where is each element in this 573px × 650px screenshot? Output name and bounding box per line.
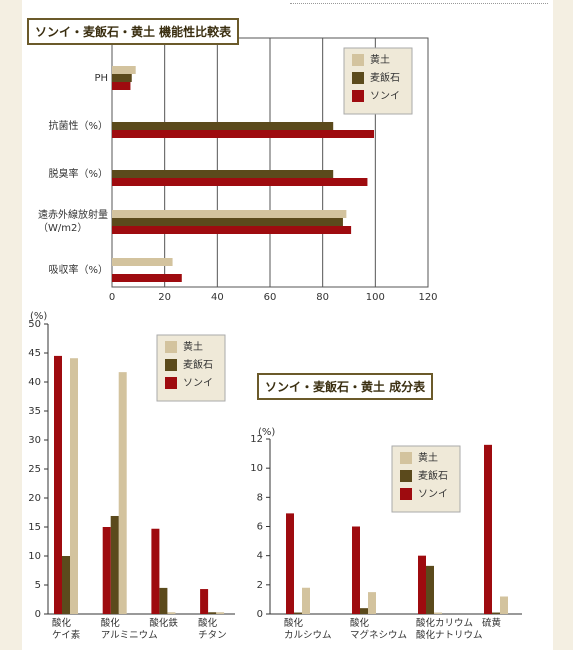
y-tick-label: 脱臭率（%） (48, 168, 108, 180)
x-tick-label: 0 (109, 292, 115, 303)
bar (112, 82, 131, 90)
bar (112, 226, 352, 234)
legend-swatch (352, 54, 364, 66)
legend-label: 麦飯石 (370, 71, 400, 84)
legend-swatch (400, 470, 412, 482)
bar (216, 612, 225, 614)
y-tick-label: 抗菌性（%） (48, 120, 108, 132)
chart-title: ソンイ・麦飯石・黄土 成分表 (257, 373, 434, 400)
bar (208, 612, 217, 614)
bar (368, 592, 376, 614)
y-tick-label: 4 (257, 551, 263, 562)
bar (112, 178, 368, 186)
y-tick-label: 25 (28, 464, 41, 475)
y-tick-label: 遠赤外線放射量 （W/m2） (38, 210, 108, 234)
bar (70, 358, 78, 614)
chart-title: ソンイ・麦飯石・黄土 機能性比較表 (27, 18, 240, 45)
y-tick-label: 10 (250, 463, 263, 474)
x-tick-label: 酸化 アルミニウム (100, 618, 158, 641)
y-tick-label: 6 (257, 522, 263, 533)
legend-swatch (352, 72, 364, 84)
legend-label: ソンイ (370, 91, 400, 102)
legend-label: 黄土 (370, 53, 390, 66)
bar (62, 556, 70, 614)
legend-swatch (165, 359, 177, 371)
x-tick-label: 酸化鉄 (149, 618, 178, 629)
y-tick-label: 50 (28, 319, 41, 330)
y-tick-label: 2 (257, 580, 263, 591)
x-tick-label: 120 (418, 292, 437, 303)
bar (434, 612, 442, 614)
bar (110, 515, 119, 614)
bar (426, 565, 434, 614)
legend-label: 麦飯石 (418, 469, 448, 482)
bar (102, 527, 111, 614)
bar (302, 587, 310, 614)
y-tick-label: 0 (257, 609, 263, 620)
bar (112, 210, 347, 218)
bar (352, 526, 360, 614)
bar (112, 66, 136, 74)
x-tick-label: 100 (366, 292, 385, 303)
bar (167, 612, 176, 614)
legend-label: ソンイ (418, 489, 448, 500)
x-tick-label: 酸化 チタン (198, 618, 227, 641)
x-tick-label: 酸化カリウム 酸化ナトリウム (416, 618, 483, 641)
bar (286, 513, 294, 614)
bar (112, 274, 182, 282)
x-tick-label: 酸化 マグネシウム (350, 618, 408, 641)
y-tick-label: 8 (257, 492, 263, 503)
x-tick-label: 60 (264, 292, 277, 303)
legend-swatch (400, 452, 412, 464)
bar (112, 122, 334, 130)
bar (200, 589, 209, 614)
x-tick-label: 酸化 カルシウム (284, 618, 332, 641)
legend-swatch (165, 377, 177, 389)
x-tick-label: 40 (211, 292, 224, 303)
y-tick-label: 吸収率（%） (48, 264, 108, 276)
y-tick-label: PH (94, 72, 108, 84)
y-tick-label: 20 (28, 493, 41, 504)
bar (112, 170, 334, 178)
legend-swatch (352, 90, 364, 102)
y-axis-unit: (%) (30, 311, 48, 322)
bar (112, 258, 173, 266)
y-tick-label: 35 (28, 406, 41, 417)
bar (294, 612, 302, 614)
x-tick-label: 20 (158, 292, 171, 303)
y-tick-label: 12 (250, 434, 263, 445)
bar (151, 528, 160, 614)
x-tick-label: 硫黄 (482, 618, 502, 629)
y-tick-label: 40 (28, 377, 41, 388)
bar (112, 218, 343, 226)
legend-swatch (165, 341, 177, 353)
x-tick-label: 酸化 ケイ素 (52, 618, 81, 641)
bar (492, 612, 500, 614)
bar (112, 130, 375, 138)
y-tick-label: 30 (28, 435, 41, 446)
y-tick-label: 10 (28, 551, 41, 562)
y-tick-label: 5 (35, 580, 41, 591)
legend-swatch (400, 488, 412, 500)
legend-label: 黄土 (183, 340, 203, 353)
bar (500, 596, 508, 614)
bar (54, 355, 62, 614)
bar (418, 555, 426, 614)
divider (290, 3, 548, 4)
bar (484, 444, 492, 614)
y-tick-label: 45 (28, 348, 41, 359)
y-tick-label: 0 (35, 609, 41, 620)
legend-label: 麦飯石 (183, 358, 213, 371)
bar (118, 372, 127, 614)
bar (360, 608, 368, 614)
y-axis-unit: (%) (258, 427, 276, 438)
bar (159, 587, 168, 614)
bar (112, 74, 132, 82)
legend-label: 黄土 (418, 451, 438, 464)
x-tick-label: 80 (316, 292, 329, 303)
legend-label: ソンイ (183, 378, 213, 389)
y-tick-label: 15 (28, 522, 41, 533)
